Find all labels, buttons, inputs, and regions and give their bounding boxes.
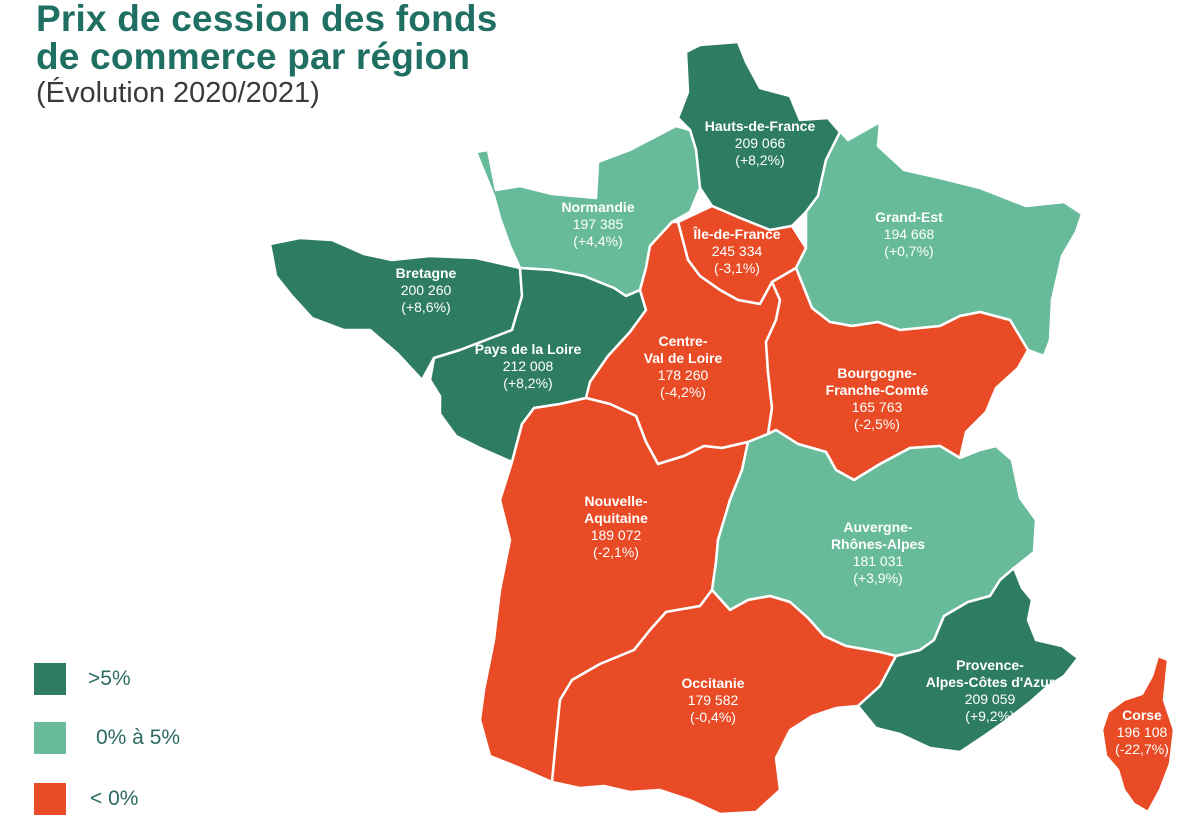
region-paca[interactable]: [856, 566, 1080, 754]
region-label-auvergne-rhone-alpes: Auvergne-Rhônes-Alpes 181 031 (+3,9%): [831, 519, 925, 586]
region-change: (+9,2%): [965, 708, 1014, 724]
region-price: 178 260: [658, 367, 709, 383]
region-name: Val de Loire: [644, 350, 723, 366]
region-name: Pays de la Loire: [475, 341, 582, 357]
region-name: Nouvelle-: [584, 493, 647, 509]
region-label-centre-val-de-loire: Centre-Val de Loire 178 260 (-4,2%): [644, 333, 723, 400]
region-change: (-2,5%): [854, 416, 900, 432]
region-price: 181 031: [853, 553, 904, 569]
region-change: (+0,7%): [884, 243, 933, 259]
region-name: Bourgogne-: [837, 365, 917, 381]
region-name: Auvergne-: [843, 519, 913, 535]
region-change: (-3,1%): [714, 260, 760, 276]
region-label-bretagne: Bretagne 200 260 (+8,6%): [396, 265, 457, 315]
region-name: Franche-Comté: [826, 382, 929, 398]
region-change: (-22,7%): [1115, 741, 1169, 757]
region-label-pays-de-la-loire: Pays de la Loire 212 008 (+8,2%): [475, 341, 582, 391]
region-price: 196 108: [1117, 724, 1168, 740]
region-name: Corse: [1122, 707, 1162, 723]
regions-layer: [268, 40, 1176, 816]
region-label-hauts-de-france: Hauts-de-France 209 066 (+8,2%): [705, 118, 816, 168]
region-price: 197 385: [573, 216, 624, 232]
region-label-grand-est: Grand-Est 194 668 (+0,7%): [875, 209, 943, 259]
map-title-line-1: Prix de cession des fonds: [36, 0, 498, 39]
region-price: 179 582: [688, 692, 739, 708]
region-name: Alpes-Côtes d'Azur: [926, 674, 1055, 690]
region-label-occitanie: Occitanie 179 582 (-0,4%): [681, 675, 744, 725]
labels-layer: Hauts-de-France 209 066 (+8,2%)Normandie 19…: [396, 118, 1169, 757]
region-change: (+4,4%): [573, 233, 622, 249]
region-occitanie[interactable]: [550, 588, 898, 816]
region-change: (+3,9%): [853, 570, 902, 586]
region-name: Île-de-France: [692, 225, 780, 242]
map-subtitle: (Évolution 2020/2021): [36, 77, 320, 109]
region-price: 209 059: [965, 691, 1016, 707]
region-price: 165 763: [852, 399, 903, 415]
region-name: Hauts-de-France: [705, 118, 816, 134]
region-corse[interactable]: [1100, 654, 1176, 814]
region-change: (+8,2%): [503, 375, 552, 391]
region-name: Normandie: [561, 199, 634, 215]
region-change: (-4,2%): [660, 384, 706, 400]
region-name: Bretagne: [396, 265, 457, 281]
legend-swatch-below-0: [34, 783, 66, 815]
region-label-paca: Provence-Alpes-Côtes d'Azur 209 059 (+9,2%…: [926, 657, 1055, 724]
region-price: 200 260: [401, 282, 452, 298]
region-name: Aquitaine: [584, 510, 648, 526]
region-label-ile-de-france: Île-de-France 245 334 (-3,1%): [692, 225, 780, 276]
legend-label-below-0: < 0%: [90, 787, 139, 810]
region-change: (-0,4%): [690, 709, 736, 725]
region-label-nouvelle-aquitaine: Nouvelle-Aquitaine 189 072 (-2,1%): [584, 493, 648, 560]
legend-label-above-5: >5%: [88, 667, 131, 690]
region-price: 194 668: [884, 226, 935, 242]
region-change: (-2,1%): [593, 544, 639, 560]
region-name: Occitanie: [681, 675, 744, 691]
region-change: (+8,6%): [401, 299, 450, 315]
region-price: 189 072: [591, 527, 642, 543]
region-name: Grand-Est: [875, 209, 943, 225]
region-label-normandie: Normandie 197 385 (+4,4%): [561, 199, 634, 249]
region-price: 212 008: [503, 358, 554, 374]
legend-swatch-above-5: [34, 663, 66, 695]
region-name: Centre-: [658, 333, 707, 349]
region-label-corse: Corse 196 108 (-22,7%): [1115, 707, 1169, 757]
region-name: Provence-: [956, 657, 1024, 673]
region-price: 209 066: [735, 135, 786, 151]
region-label-bourgogne-franche-comte: Bourgogne-Franche-Comté 165 763 (-2,5%): [826, 365, 929, 432]
legend-label-0-to-5: 0% à 5%: [96, 726, 181, 749]
region-change: (+8,2%): [735, 152, 784, 168]
region-name: Rhônes-Alpes: [831, 536, 925, 552]
region-bourgogne-franche-comte[interactable]: [764, 266, 1030, 482]
region-grand-est[interactable]: [794, 116, 1084, 358]
legend-swatch-0-to-5: [34, 722, 66, 754]
map-title: Prix de cession des fonds de commerce pa…: [36, 0, 497, 76]
map-title-line-2: de commerce par région: [36, 36, 471, 77]
region-price: 245 334: [712, 243, 763, 259]
